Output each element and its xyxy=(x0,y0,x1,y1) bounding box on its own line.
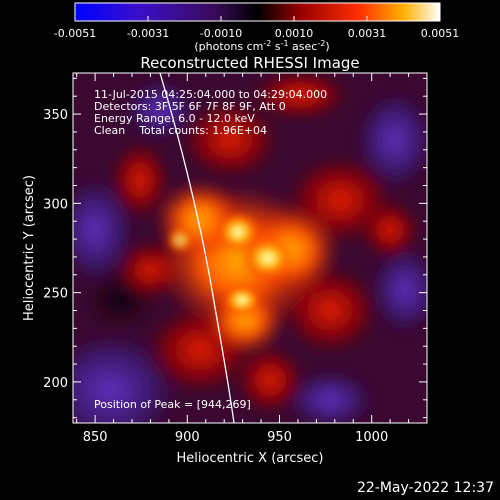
colorbar: -0.0051 -0.0031 -0.0010 0.0010 0.0031 0.0051 … xyxy=(54,2,459,53)
x-tick-label: 900 xyxy=(175,430,200,445)
peak-position-label: Position of Peak = [944,269] xyxy=(94,398,251,411)
colorbar-units-exponent: -1 xyxy=(281,39,289,48)
image-annotations: 11-Jul-2015 04:25:04.000 to 04:29:04.000… xyxy=(94,88,327,411)
colorbar-tick-label: -0.0051 xyxy=(54,27,96,40)
colorbar-tick-label: 0.0010 xyxy=(275,27,314,40)
x-tick-label: 850 xyxy=(83,430,108,445)
image-title: Reconstructed RHESSI Image xyxy=(140,54,359,72)
colorbar-tick-label: -0.0010 xyxy=(200,27,242,40)
colorbar-ticks: -0.0051 -0.0031 -0.0010 0.0010 0.0031 0.0051 xyxy=(54,16,459,40)
x-axis-label: Heliocentric X (arcsec) xyxy=(177,451,324,466)
plot-frame xyxy=(72,72,428,424)
annotation-line-energy: Energy Range: 6.0 - 12.0 keV xyxy=(94,112,255,125)
y-tick-label: 250 xyxy=(43,287,68,302)
y-tick-label: 200 xyxy=(43,376,68,391)
y-tick-label: 350 xyxy=(43,108,68,123)
annotation-line-detectors: Detectors: 3F 5F 6F 7F 8F 9F, Att 0 xyxy=(94,100,286,113)
solar-limb-line xyxy=(159,73,235,423)
colorbar-units-part: ) xyxy=(325,40,329,53)
rhessi-image xyxy=(73,73,427,423)
axis-ticks: 850 900 950 1000 200 250 300 350 xyxy=(43,73,428,445)
x-tick-label: 1000 xyxy=(355,430,388,445)
colorbar-units-exponent: -2 xyxy=(317,39,325,48)
render-timestamp: 22-May-2022 12:37 xyxy=(356,480,494,496)
colorbar-gradient xyxy=(74,2,441,22)
colorbar-tick-label: 0.0051 xyxy=(421,27,460,40)
colorbar-tick-label: 0.0031 xyxy=(348,27,387,40)
colorbar-units-exponent: -2 xyxy=(263,39,271,48)
annotation-line-clean: Clean Total counts: 1.96E+04 xyxy=(94,124,267,137)
colorbar-units: (photons cm-2 s-1 asec-2) xyxy=(194,39,329,53)
y-tick-label: 300 xyxy=(43,197,68,212)
colorbar-tick-label: -0.0031 xyxy=(127,27,169,40)
colorbar-units-part: asec xyxy=(289,40,318,53)
x-tick-label: 950 xyxy=(267,430,292,445)
annotation-line-time: 11-Jul-2015 04:25:04.000 to 04:29:04.000 xyxy=(94,88,327,101)
colorbar-units-part: s xyxy=(271,40,280,53)
y-axis-label: Heliocentric Y (arcsec) xyxy=(22,175,37,321)
colorbar-units-part: (photons cm xyxy=(194,40,263,53)
